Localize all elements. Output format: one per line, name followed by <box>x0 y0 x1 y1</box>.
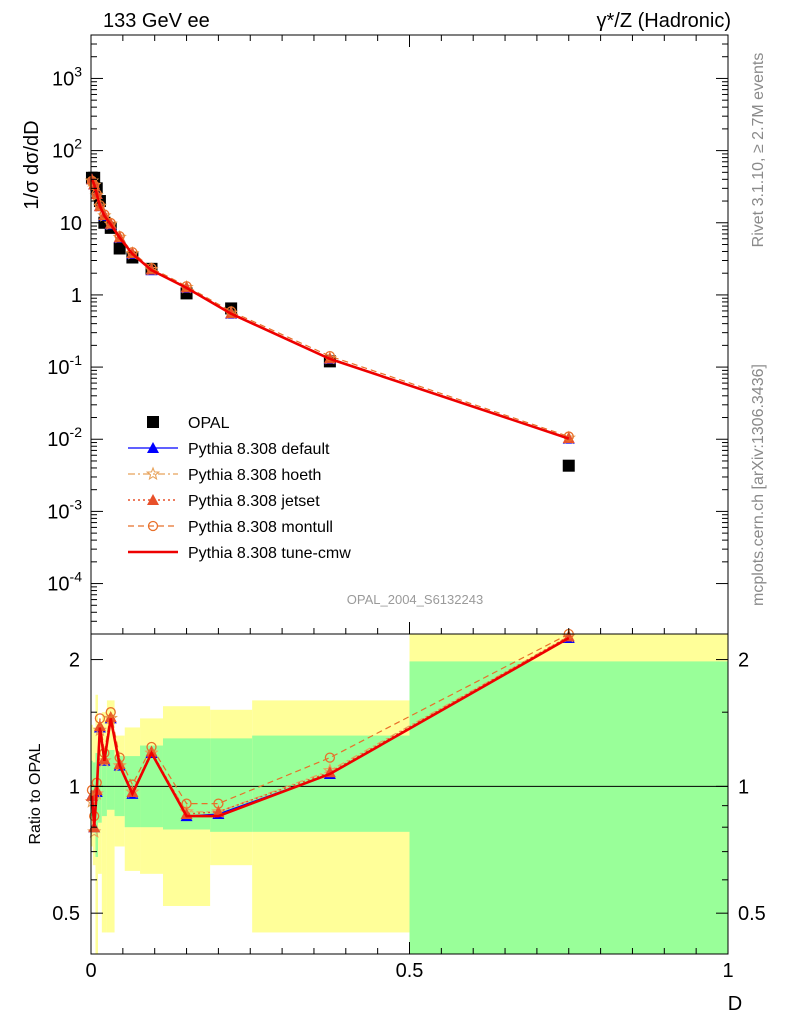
legend-item-default: Pythia 8.308 default <box>128 441 330 458</box>
legend-label: Pythia 8.308 default <box>188 441 330 458</box>
series-default <box>85 173 575 444</box>
legend-label: Pythia 8.308 jetset <box>188 493 320 510</box>
legend-item-cmw: Pythia 8.308 tune-cmw <box>128 545 351 562</box>
legend-item-montull: Pythia 8.308 montull <box>128 519 333 536</box>
ratio-y-tick-label-right: 2 <box>738 650 749 672</box>
legend-item-jetset: Pythia 8.308 jetset <box>128 493 320 510</box>
point-montull <box>114 231 125 242</box>
legend-marker-montull <box>147 520 159 532</box>
x-tick-label: 0.5 <box>396 960 424 982</box>
line-montull <box>91 180 569 438</box>
rivet-version-label: Rivet 3.1.10, ≥ 2.7M events <box>750 53 767 248</box>
series-jetset <box>85 173 575 444</box>
ratio-uncertainty-bands <box>91 634 728 954</box>
point-montull <box>127 247 138 258</box>
legend-label: Pythia 8.308 montull <box>188 519 333 536</box>
line-jetset <box>91 179 570 439</box>
legend-item-hoeth: Pythia 8.308 hoeth <box>128 466 321 484</box>
x-tick-label: 1 <box>722 960 733 982</box>
band-outer-bin <box>106 700 115 933</box>
series-data <box>85 171 575 472</box>
ratio-point-montull <box>213 798 224 809</box>
legend-label: Pythia 8.308 tune-cmw <box>188 545 351 562</box>
y-tick-label: 10-1 <box>47 352 82 379</box>
line-default <box>91 179 569 440</box>
ratio-y-tick-label-right: 0.5 <box>738 903 766 925</box>
band-inner-bin <box>252 735 410 832</box>
series-hoeth <box>84 173 576 445</box>
y-tick-label: 10-4 <box>47 569 82 596</box>
point-data <box>562 459 575 472</box>
ratio-y-tick-label-right: 1 <box>738 776 749 798</box>
legend-marker-jetset <box>147 494 159 505</box>
x-tick-label: 0 <box>85 960 96 982</box>
legend-marker-data <box>147 416 159 428</box>
ratio-point-montull <box>181 798 192 809</box>
legend-marker-default <box>147 442 159 453</box>
y-tick-label: 10-2 <box>47 424 82 451</box>
header-left: 133 GeV ee <box>103 10 210 32</box>
ratio-point-montull <box>94 713 106 724</box>
y-tick-label: 10-3 <box>47 496 82 523</box>
ratio-y-tick-label: 2 <box>69 650 80 672</box>
point-montull <box>105 217 116 229</box>
main-frame <box>90 34 729 635</box>
series-cmw <box>90 178 570 440</box>
header-right: γ*/Z (Hadronic) <box>597 10 731 32</box>
ratio-y-tick-label: 0.5 <box>52 903 80 925</box>
point-montull <box>146 262 157 274</box>
legend-item-data: OPAL <box>147 415 230 432</box>
band-inner-bin <box>106 749 115 810</box>
y-tick-label: 103 <box>52 63 82 90</box>
legend: OPAL Pythia 8.308 default Pythia 8.308 hoe… <box>128 415 351 562</box>
legend-label: Pythia 8.308 hoeth <box>188 467 321 484</box>
point-data <box>113 242 126 255</box>
ratio-point-montull <box>324 752 336 763</box>
point-montull <box>94 200 106 211</box>
legend-label: OPAL <box>188 415 230 432</box>
ratio-line-cmw <box>90 636 570 828</box>
legend-marker-hoeth <box>145 466 161 481</box>
ratio-point-jetset <box>93 720 106 732</box>
ratio-series-cmw <box>90 636 570 828</box>
y-tick-label: 102 <box>52 136 82 163</box>
band-inner-bin <box>91 760 93 817</box>
y-axis-label-ratio: Ratio to OPAL <box>27 743 44 844</box>
ratio-y-tick-label: 1 <box>69 776 80 798</box>
y-tick-label: 1 <box>71 285 82 307</box>
line-hoeth <box>91 180 569 439</box>
ratio-point-montull <box>105 707 116 718</box>
band-outer-bin <box>101 712 107 933</box>
analysis-watermark: OPAL_2004_S6132243 <box>347 592 483 607</box>
axis-ticks: 10-4 10-3 10-2 10-1 1 10 102 103 0 0.5 1 0.5 0.5 1 1 2 2 <box>47 34 766 982</box>
series-montull <box>86 175 574 442</box>
ratio-series-group <box>84 628 576 838</box>
band-inner-bin <box>101 753 107 817</box>
point-montull <box>99 209 110 220</box>
y-tick-label: 10 <box>60 213 82 235</box>
x-axis-label: D <box>728 993 742 1015</box>
band-inner-bin <box>409 661 728 954</box>
line-cmw <box>90 178 570 440</box>
y-axis-label-main: 1/σ dσ/dD <box>21 120 43 209</box>
mcplots-label: mcplots.cern.ch [arXiv:1306.3436] <box>750 364 767 606</box>
main-series-group <box>84 171 576 472</box>
